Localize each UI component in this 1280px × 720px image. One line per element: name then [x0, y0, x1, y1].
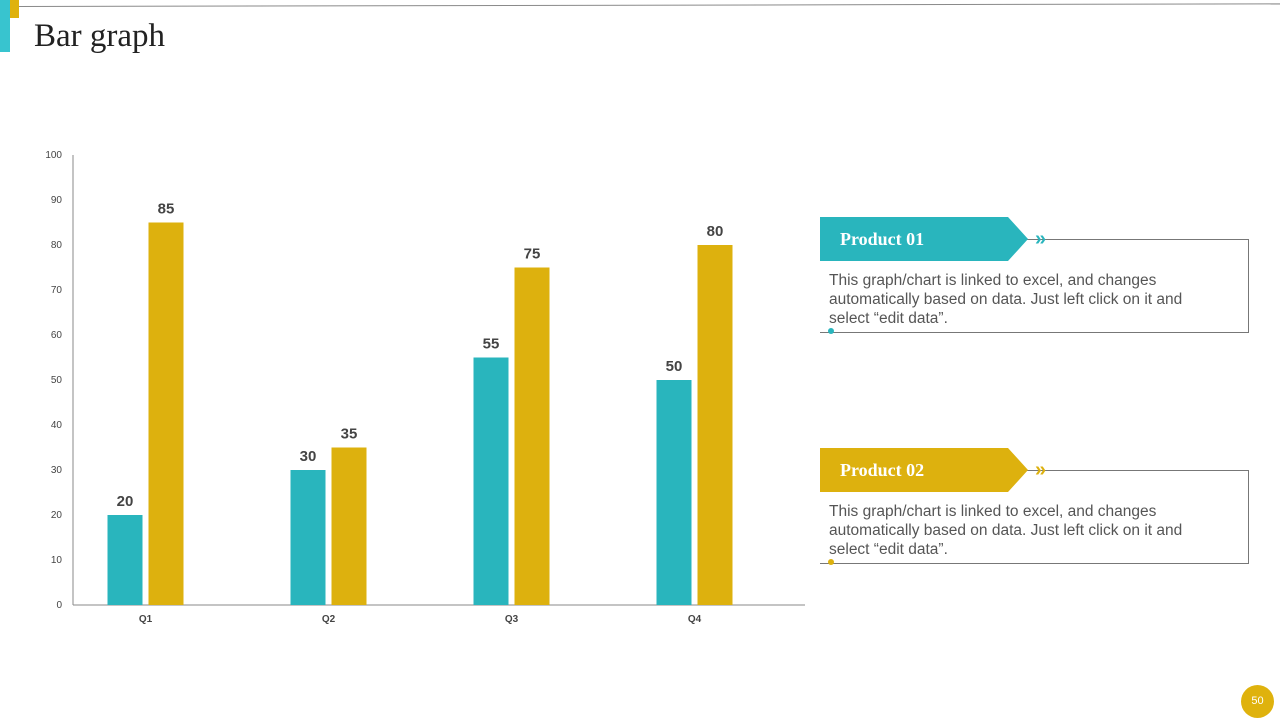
bar [107, 515, 143, 605]
y-tick-label: 20 [51, 510, 63, 521]
chevron-right-icon: » [1035, 459, 1047, 481]
page-title: Bar graph [34, 18, 166, 54]
y-tick-label: 30 [51, 465, 63, 476]
y-tick-label: 50 [51, 375, 63, 386]
bar [148, 222, 184, 605]
bar [514, 267, 550, 605]
data-label: 55 [483, 336, 500, 353]
accent-bar-gold [10, 0, 19, 18]
legend-description: This graph/chart is linked to excel, and… [829, 503, 1183, 558]
bar [656, 380, 692, 605]
y-tick-label: 90 [51, 195, 63, 206]
data-label: 20 [117, 493, 134, 510]
data-label: 35 [341, 426, 358, 443]
y-tick-label: 100 [45, 150, 62, 161]
y-tick-label: 80 [51, 240, 63, 251]
x-tick-label: Q2 [322, 614, 336, 625]
data-label: 75 [524, 246, 541, 263]
bar [331, 447, 367, 605]
data-label: 30 [300, 448, 317, 465]
data-label: 80 [707, 223, 724, 240]
legend-card-product-01[interactable]: Product 01 » This graph/chart is linked … [820, 217, 1250, 334]
bar [473, 357, 509, 605]
legend-card-product-02[interactable]: Product 02 » This graph/chart is linked … [820, 448, 1250, 565]
bullet-dot-icon [828, 328, 834, 334]
bar-chart[interactable]: 0 10 20 30 40 50 60 70 80 90 100 20 85 Q1 30 35 Q2 55 75 Q3… [0, 0, 820, 640]
bullet-dot-icon [828, 559, 834, 565]
bar [290, 470, 326, 605]
legend-description: This graph/chart is linked to excel, and… [829, 272, 1183, 327]
legend-tab-product-02: Product 02 [820, 448, 1028, 492]
y-tick-label: 70 [51, 285, 63, 296]
x-tick-label: Q3 [505, 614, 519, 625]
accent-bar-teal [0, 0, 10, 52]
x-tick-label: Q4 [688, 614, 702, 625]
legend-tab-product-01: Product 01 [820, 217, 1028, 261]
bar [697, 245, 733, 605]
data-label: 85 [158, 201, 175, 218]
x-tick-label: Q1 [139, 614, 153, 625]
y-tick-label: 60 [51, 330, 63, 341]
chevron-right-icon: » [1035, 228, 1047, 250]
y-tick-label: 10 [51, 555, 63, 566]
page-number-badge: 50 [1241, 685, 1274, 718]
y-tick-label: 40 [51, 420, 63, 431]
data-label: 50 [666, 358, 683, 375]
y-tick-label: 0 [56, 600, 62, 611]
